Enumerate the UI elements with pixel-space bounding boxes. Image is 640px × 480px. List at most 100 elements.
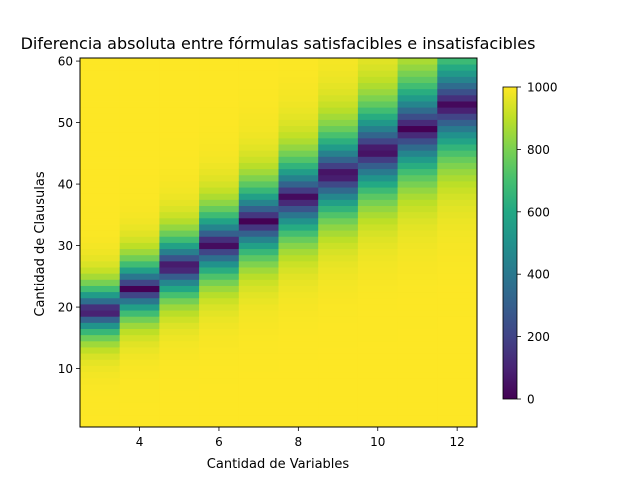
heatmap-cell	[397, 174, 438, 182]
heatmap-cell	[80, 82, 121, 90]
heatmap-cell	[159, 199, 200, 206]
heatmap-cell	[119, 144, 160, 151]
heatmap-cell	[437, 150, 478, 157]
heatmap-cell	[80, 150, 121, 157]
heatmap-cell	[238, 174, 279, 182]
heatmap-cell	[357, 144, 398, 151]
heatmap-cell	[119, 347, 160, 354]
heatmap-cell	[159, 359, 200, 366]
heatmap-cell	[357, 334, 398, 342]
heatmap-cell	[278, 285, 319, 293]
heatmap-cell	[357, 408, 398, 416]
heatmap-cell	[397, 316, 438, 323]
heatmap-cell	[159, 334, 200, 342]
heatmap-cell	[199, 217, 240, 225]
heatmap-cell	[357, 328, 398, 336]
heatmap-cell	[278, 236, 319, 243]
heatmap-cell	[80, 144, 121, 151]
heatmap-cell	[278, 113, 319, 120]
heatmap-cell	[278, 402, 319, 409]
heatmap-cell	[278, 310, 319, 317]
heatmap-cell	[318, 285, 359, 293]
heatmap-cell	[437, 193, 478, 200]
heatmap-cell	[437, 334, 478, 342]
heatmap-cell	[80, 248, 121, 256]
heatmap-cell	[199, 347, 240, 354]
heatmap-cell	[159, 82, 200, 90]
heatmap-cell	[437, 316, 478, 323]
heatmap-cell	[437, 273, 478, 280]
heatmap-cell	[278, 193, 319, 200]
heatmap-cell	[159, 260, 200, 268]
heatmap-cell	[119, 254, 160, 262]
heatmap-cell	[437, 162, 478, 170]
heatmap-cell	[437, 285, 478, 293]
heatmap-cell	[437, 390, 478, 397]
heatmap-cell	[199, 291, 240, 299]
heatmap-cell	[119, 88, 160, 96]
heatmap-cell	[119, 125, 160, 133]
heatmap-cell	[437, 199, 478, 206]
heatmap-cell	[318, 113, 359, 120]
x-tick-label: 10	[370, 435, 385, 449]
heatmap-cell	[397, 205, 438, 213]
heatmap-cell	[80, 193, 121, 200]
heatmap-cell	[80, 353, 121, 360]
heatmap-cell	[80, 414, 121, 422]
heatmap-cell	[357, 58, 398, 65]
heatmap-cell	[278, 162, 319, 170]
heatmap-cell	[80, 328, 121, 336]
heatmap-cell	[238, 217, 279, 225]
heatmap-cell	[357, 316, 398, 323]
heatmap-cell	[318, 144, 359, 151]
heatmap-cell	[238, 377, 279, 385]
heatmap-cell	[318, 248, 359, 256]
heatmap-cell	[80, 156, 121, 163]
heatmap-cell	[80, 125, 121, 133]
heatmap-cell	[80, 58, 121, 65]
heatmap-cell	[357, 205, 398, 213]
heatmap-cell	[318, 371, 359, 379]
heatmap-cell	[318, 310, 359, 317]
heatmap-cell	[80, 107, 121, 114]
heatmap-cell	[397, 353, 438, 360]
heatmap-cell	[159, 94, 200, 102]
heatmap-cell	[437, 267, 478, 274]
heatmap-cell	[278, 334, 319, 342]
heatmap-cell	[278, 390, 319, 397]
heatmap-cell	[199, 94, 240, 102]
heatmap-cell	[159, 224, 200, 231]
heatmap-cell	[80, 254, 121, 262]
heatmap-cell	[397, 144, 438, 151]
heatmap-cell	[80, 322, 121, 329]
heatmap-cell	[318, 408, 359, 416]
heatmap-cell	[397, 297, 438, 305]
heatmap-cell	[397, 267, 438, 274]
heatmap-cell	[278, 119, 319, 127]
heatmap-cell	[159, 420, 200, 428]
heatmap-cell	[199, 310, 240, 317]
heatmap-cell	[80, 70, 121, 77]
heatmap-cell	[119, 76, 160, 83]
heatmap-cell	[199, 371, 240, 379]
colorbar-gradient	[503, 87, 517, 399]
heatmap-cell	[159, 193, 200, 200]
heatmap-cell	[119, 211, 160, 219]
heatmap-cell	[437, 101, 478, 108]
heatmap-cell	[80, 297, 121, 305]
heatmap-cell	[80, 304, 121, 311]
heatmap-cell	[437, 211, 478, 219]
heatmap-cell	[199, 420, 240, 428]
heatmap-cell	[238, 64, 279, 71]
heatmap-cell	[199, 267, 240, 274]
heatmap-cell	[278, 248, 319, 256]
heatmap-cell	[278, 199, 319, 206]
heatmap-cell	[80, 162, 121, 170]
heatmap-cell	[159, 125, 200, 133]
heatmap-cell	[199, 76, 240, 83]
heatmap-cell	[238, 359, 279, 366]
heatmap-cell	[397, 70, 438, 77]
heatmap-cell	[357, 76, 398, 83]
heatmap-cell	[397, 199, 438, 206]
